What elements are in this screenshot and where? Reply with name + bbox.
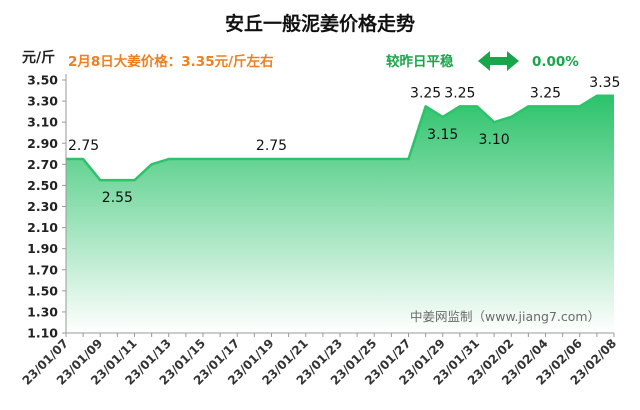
plot-area: 1.10 1.30 1.50 1.70 1.90 2.10 2.30 2.50 2.70 2.90… xyxy=(20,73,621,388)
y-tick-label: 1.30 xyxy=(27,304,58,319)
area-fill xyxy=(66,95,614,333)
data-label: 3.35 xyxy=(589,75,620,91)
y-tick-label: 2.30 xyxy=(27,199,58,214)
data-label: 2.75 xyxy=(68,138,99,154)
y-tick-label: 1.50 xyxy=(27,283,58,298)
data-label: 3.10 xyxy=(479,132,510,148)
price-info-text: 2月8日大姜价格：3.35元/斤左右 xyxy=(68,53,274,70)
series-line xyxy=(66,94,614,182)
chart-title: 安丘一般泥姜价格走势 xyxy=(225,12,415,35)
y-tick-label: 2.70 xyxy=(27,157,58,172)
y-axis-unit: 元/斤 xyxy=(22,49,55,66)
double-arrow-icon xyxy=(478,51,519,71)
y-tick-label: 2.90 xyxy=(27,136,58,151)
compare-text: 较昨日平稳 xyxy=(386,53,454,70)
y-tick-label: 1.10 xyxy=(27,326,58,341)
data-label: 2.55 xyxy=(102,190,133,206)
change-percent: 0.00% xyxy=(532,54,579,70)
y-tick-label: 1.70 xyxy=(27,262,58,277)
y-tick-label: 2.10 xyxy=(27,220,58,235)
y-tick-label: 1.90 xyxy=(27,241,58,256)
data-label: 3.25 xyxy=(410,85,441,101)
data-label: 3.25 xyxy=(530,85,561,101)
data-label: 2.75 xyxy=(256,138,287,154)
y-tick-label: 3.10 xyxy=(27,115,58,130)
watermark: 中姜网监制（www.jiang7.com） xyxy=(410,309,600,324)
y-tick-label: 3.30 xyxy=(27,94,58,109)
data-label: 3.15 xyxy=(427,127,458,143)
data-label: 3.25 xyxy=(444,85,475,101)
y-tick-label: 3.50 xyxy=(27,73,58,88)
y-tick-label: 2.50 xyxy=(27,178,58,193)
